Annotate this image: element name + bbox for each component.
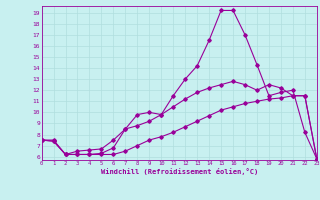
X-axis label: Windchill (Refroidissement éolien,°C): Windchill (Refroidissement éolien,°C): [100, 168, 258, 175]
